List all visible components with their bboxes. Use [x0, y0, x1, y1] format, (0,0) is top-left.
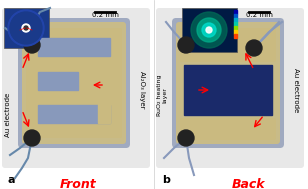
- Circle shape: [197, 18, 221, 42]
- Text: Au electrode: Au electrode: [5, 93, 11, 137]
- Circle shape: [202, 23, 216, 37]
- Text: Back: Back: [232, 178, 266, 189]
- Bar: [38, 38, 110, 56]
- Text: Al₂O₃ layer: Al₂O₃ layer: [139, 71, 145, 109]
- FancyBboxPatch shape: [156, 8, 304, 168]
- Bar: [234, 30, 237, 34]
- Bar: [234, 14, 237, 18]
- Bar: [234, 10, 237, 14]
- Circle shape: [191, 12, 227, 48]
- Bar: [234, 22, 237, 26]
- Bar: [98, 78, 110, 123]
- Text: b: b: [162, 175, 170, 185]
- Circle shape: [10, 12, 42, 44]
- FancyBboxPatch shape: [180, 28, 276, 62]
- Text: 0.2 mm: 0.2 mm: [91, 12, 119, 18]
- Text: Front: Front: [60, 178, 96, 189]
- Circle shape: [178, 37, 194, 53]
- Text: Au electrode: Au electrode: [293, 68, 299, 112]
- FancyBboxPatch shape: [176, 22, 280, 144]
- Bar: [234, 34, 237, 38]
- Circle shape: [22, 24, 30, 32]
- Circle shape: [178, 130, 194, 146]
- Text: RuO₂ heating
layer: RuO₂ heating layer: [156, 74, 168, 116]
- Bar: [38, 72, 78, 90]
- Bar: [184, 65, 272, 115]
- Text: a: a: [8, 175, 15, 185]
- Bar: [234, 18, 237, 22]
- FancyBboxPatch shape: [182, 8, 237, 52]
- Circle shape: [24, 37, 40, 53]
- Bar: [38, 105, 110, 123]
- Circle shape: [24, 26, 28, 30]
- FancyBboxPatch shape: [172, 18, 284, 148]
- Circle shape: [8, 10, 44, 46]
- Bar: [234, 26, 237, 30]
- Circle shape: [246, 40, 262, 56]
- FancyBboxPatch shape: [2, 8, 150, 168]
- Circle shape: [206, 27, 212, 33]
- FancyBboxPatch shape: [180, 118, 276, 140]
- Circle shape: [24, 130, 40, 146]
- FancyBboxPatch shape: [26, 28, 122, 138]
- FancyBboxPatch shape: [18, 18, 130, 148]
- FancyBboxPatch shape: [22, 22, 126, 144]
- FancyBboxPatch shape: [4, 8, 49, 48]
- Text: 0.2 mm: 0.2 mm: [245, 12, 273, 18]
